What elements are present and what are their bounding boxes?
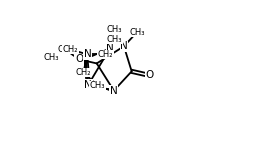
Text: O: O bbox=[75, 54, 83, 64]
Text: CH₃: CH₃ bbox=[90, 81, 105, 90]
Text: CH₃: CH₃ bbox=[107, 35, 122, 44]
Text: N: N bbox=[110, 86, 118, 96]
Text: N: N bbox=[106, 43, 114, 53]
Text: CH₂: CH₂ bbox=[76, 68, 91, 77]
Text: CH₃: CH₃ bbox=[107, 25, 122, 34]
Text: CH₂: CH₂ bbox=[57, 45, 73, 54]
Text: CH₃: CH₃ bbox=[43, 53, 59, 62]
Text: O: O bbox=[145, 70, 153, 80]
Text: N: N bbox=[84, 80, 92, 90]
Text: CH₂: CH₂ bbox=[63, 45, 78, 54]
Text: N: N bbox=[84, 49, 91, 59]
Text: CH₃: CH₃ bbox=[129, 28, 145, 37]
Text: CH₂: CH₂ bbox=[98, 50, 113, 59]
Text: N: N bbox=[120, 41, 128, 51]
